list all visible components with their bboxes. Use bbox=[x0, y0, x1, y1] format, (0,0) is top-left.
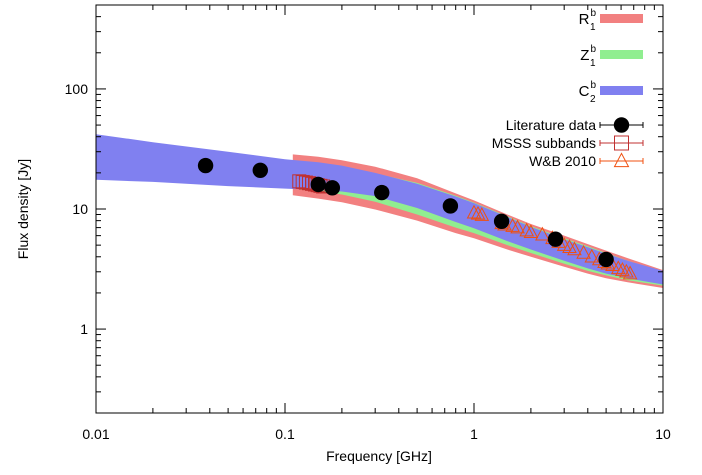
point-filled-circle bbox=[197, 157, 214, 174]
x-tick-label: 1 bbox=[470, 426, 478, 442]
legend-band-swatch bbox=[600, 14, 643, 23]
legend-series-marker bbox=[613, 117, 630, 133]
legend-label-sub: 1 bbox=[590, 58, 596, 69]
point-open-triangle bbox=[615, 261, 630, 276]
point-open-triangle bbox=[576, 244, 591, 259]
axis-ticks: 0.01 0.1 1 10 1 10 100 bbox=[65, 4, 671, 442]
legend-label-sup: b bbox=[590, 80, 596, 91]
point-open-triangle bbox=[584, 248, 600, 263]
legend-band-label: Rb 1 bbox=[579, 8, 597, 33]
legend-label-sub: 1 bbox=[590, 22, 596, 33]
x-tick-label: 0.01 bbox=[82, 426, 109, 442]
legend-series-label: MSSS subbands bbox=[492, 135, 596, 151]
point-open-triangle bbox=[523, 224, 539, 239]
legend-band-swatch bbox=[600, 50, 643, 59]
y-axis-label: Flux density [Jy] bbox=[15, 159, 31, 259]
legend-series-marker bbox=[613, 152, 630, 168]
point-open-triangle bbox=[470, 205, 486, 220]
legend-series-marker bbox=[614, 135, 629, 151]
point-open-triangle bbox=[610, 260, 626, 275]
point-open-triangle bbox=[619, 263, 634, 278]
point-open-triangle bbox=[535, 226, 550, 241]
band-c2 bbox=[96, 134, 663, 285]
x-axis-label: Frequency [GHz] bbox=[326, 448, 432, 464]
point-open-triangle bbox=[519, 222, 535, 237]
legend-series-label: W&B 2010 bbox=[529, 153, 596, 169]
point-open-triangle bbox=[567, 241, 582, 256]
legend-band-label: Cb 2 bbox=[579, 80, 597, 105]
point-filled-circle bbox=[252, 162, 268, 179]
legend-label-sub: 2 bbox=[590, 94, 596, 105]
point-open-triangle bbox=[474, 206, 490, 221]
legend-series-label: Literature data bbox=[506, 117, 596, 133]
point-filled-circle bbox=[374, 184, 390, 201]
data-points bbox=[197, 157, 638, 280]
point-filled-circle bbox=[493, 213, 510, 229]
point-open-triangle bbox=[466, 204, 482, 219]
x-tick-label: 10 bbox=[655, 426, 671, 442]
y-tick-label: 10 bbox=[72, 201, 88, 217]
legend-label-sup: b bbox=[590, 8, 596, 19]
legend-label-sup: b bbox=[590, 44, 596, 55]
point-filled-circle bbox=[547, 231, 564, 247]
x-tick-label: 0.1 bbox=[275, 426, 295, 442]
point-open-triangle bbox=[510, 219, 525, 234]
y-tick-label: 100 bbox=[65, 81, 89, 97]
point-filled-circle bbox=[598, 251, 614, 268]
point-open-triangle bbox=[622, 265, 638, 280]
point-filled-circle bbox=[310, 176, 326, 193]
y-tick-label: 1 bbox=[80, 321, 88, 337]
point-filled-circle bbox=[324, 180, 341, 196]
point-filled-circle bbox=[442, 198, 459, 214]
legend-band-label: Zb 1 bbox=[580, 44, 596, 69]
legend-band-swatch bbox=[600, 86, 643, 95]
point-open-triangle bbox=[505, 218, 520, 232]
